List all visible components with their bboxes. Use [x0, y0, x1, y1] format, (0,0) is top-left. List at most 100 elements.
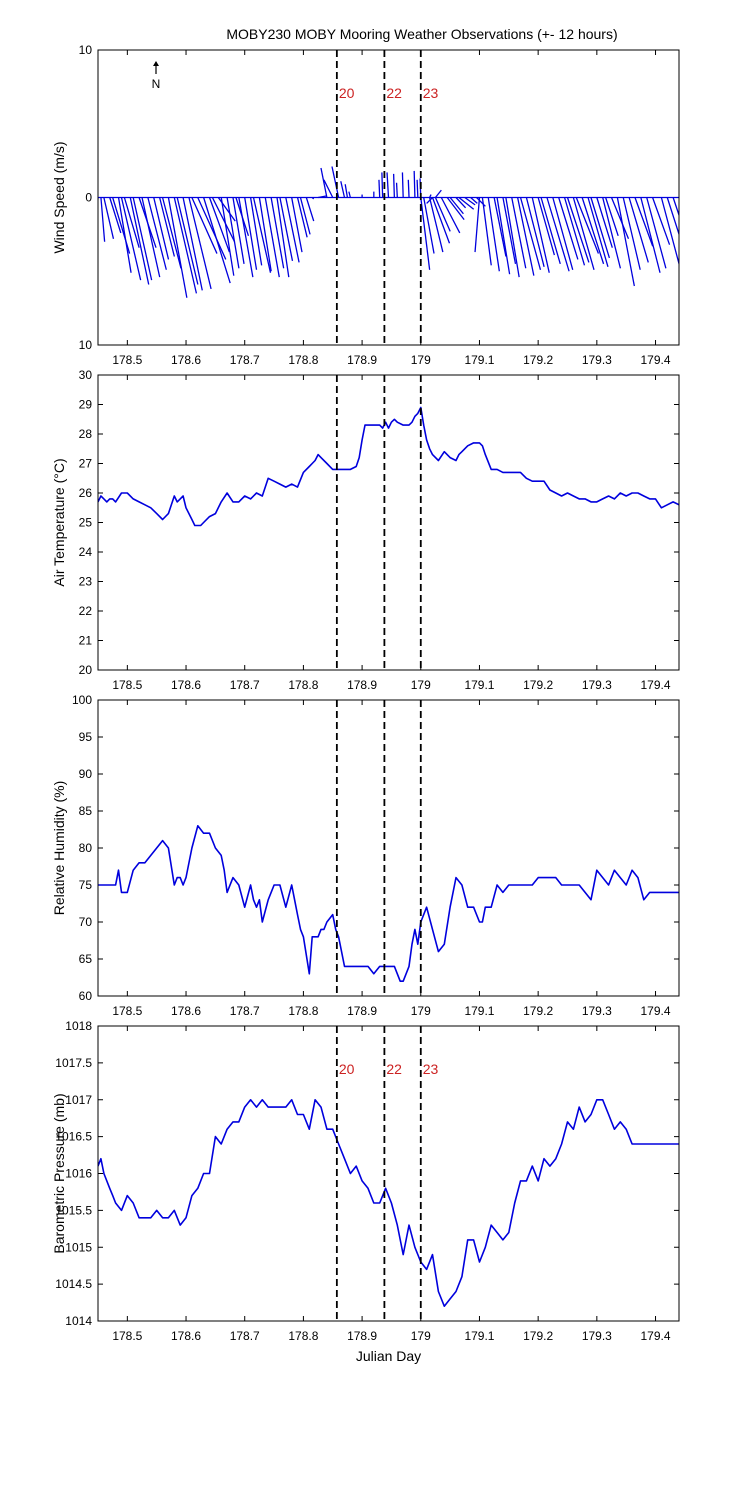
- wind-vector: [531, 197, 550, 273]
- y-tick-label: 10: [79, 338, 93, 352]
- wind-vector: [311, 197, 315, 200]
- wind-vector: [173, 197, 198, 294]
- wind-vector: [296, 197, 308, 238]
- wind-vector: [423, 197, 435, 254]
- event-label: 22: [386, 1061, 402, 1077]
- wind-vector: [428, 194, 432, 198]
- y-tick-label: 1017: [65, 1093, 92, 1107]
- y-tick-label: 95: [79, 730, 93, 744]
- wind-vector: [434, 189, 442, 198]
- wind-vector: [270, 197, 285, 269]
- wind-vector: [317, 195, 327, 199]
- wind-vector: [238, 197, 254, 278]
- wind-vector: [348, 191, 351, 198]
- series-line: [98, 406, 679, 527]
- x-tick-label: 179: [411, 678, 431, 692]
- wind-vector: [440, 197, 461, 234]
- wind-vector: [446, 197, 465, 221]
- y-tick-label: 24: [79, 545, 93, 559]
- x-tick-label: 179.4: [641, 1329, 671, 1343]
- y-tick-label: 21: [79, 634, 93, 648]
- wind-vector: [610, 197, 630, 240]
- x-tick-label: 179.3: [582, 1004, 612, 1018]
- wind-vector: [197, 197, 227, 260]
- wind-vector: [455, 197, 467, 209]
- wind-vector: [666, 197, 679, 237]
- wind-vector: [581, 197, 605, 265]
- x-tick-label: 178.9: [347, 1004, 377, 1018]
- wind-vector: [161, 197, 182, 269]
- wind-vector: [413, 170, 416, 198]
- wind-vector: [516, 197, 535, 276]
- y-tick-label: 1018: [65, 1019, 92, 1033]
- wind-vector: [502, 197, 517, 264]
- wind-vector: [109, 197, 122, 234]
- wind-vector: [191, 197, 218, 254]
- x-tick-label: 179.3: [582, 1329, 612, 1343]
- y-tick-label: 65: [79, 952, 93, 966]
- wind-vector: [605, 197, 619, 237]
- wind-vector: [672, 197, 679, 218]
- wind-vector: [434, 197, 451, 232]
- y-axis-title: Air Temperature (°C): [51, 458, 67, 586]
- x-tick-label: 178.6: [171, 1329, 201, 1343]
- wind-vector: [182, 197, 203, 291]
- x-tick-label: 179.2: [523, 678, 553, 692]
- event-label: 20: [339, 85, 355, 101]
- y-tick-label: 23: [79, 575, 93, 589]
- x-tick-label: 179.2: [523, 1004, 553, 1018]
- wind-vector: [340, 181, 346, 198]
- y-tick-label: 1014: [65, 1314, 92, 1328]
- wind-vector: [276, 197, 290, 278]
- x-tick-label: 178.8: [288, 1004, 318, 1018]
- wind-vector: [474, 197, 481, 253]
- wind-vector: [640, 197, 661, 273]
- x-tick-label: 179.1: [464, 1329, 494, 1343]
- wind-vector: [158, 197, 176, 257]
- wind-vector: [563, 197, 586, 266]
- x-tick-label: 179.2: [523, 353, 553, 367]
- y-tick-label: 1017.5: [55, 1056, 92, 1070]
- panels: 178.5 178.6 178.7 178.8 178.9 179 179.1 179.2 17…: [51, 43, 680, 1364]
- wind-vector: [244, 197, 258, 270]
- wind-vector: [449, 197, 464, 215]
- wind-vector: [279, 197, 294, 262]
- plot-area: [98, 824, 679, 983]
- y-tick-label: 1015.5: [55, 1203, 92, 1217]
- x-tick-label: 178.8: [288, 1329, 318, 1343]
- wind-vector: [378, 179, 381, 198]
- event-label: 23: [423, 1061, 439, 1077]
- wind-vector: [628, 197, 649, 263]
- wind-vector: [496, 197, 511, 275]
- wind-vector: [153, 197, 170, 260]
- wind-vector: [481, 197, 492, 266]
- wind-vector: [123, 197, 140, 248]
- wind-vector: [552, 197, 574, 270]
- wind-vector: [416, 179, 419, 198]
- x-tick-label: 178.5: [112, 1004, 142, 1018]
- x-tick-label: 179: [411, 353, 431, 367]
- x-tick-label: 178.9: [347, 678, 377, 692]
- wind-vector: [464, 196, 476, 206]
- x-tick-label: 179.1: [464, 1004, 494, 1018]
- wind-vector: [602, 197, 622, 269]
- wind-vector: [129, 197, 150, 285]
- wind-vector: [217, 197, 236, 222]
- x-tick-label: 178.7: [230, 678, 260, 692]
- y-tick-label: 90: [79, 767, 93, 781]
- wind-vector: [208, 197, 231, 253]
- y-tick-label: 75: [79, 878, 93, 892]
- y-axis-title: Wind Speed (m/s): [51, 141, 67, 253]
- wind-vector: [320, 167, 328, 198]
- wind-vector: [226, 197, 240, 269]
- wind-vector: [537, 197, 556, 256]
- x-tick-label: 178.7: [230, 1329, 260, 1343]
- x-tick-label: 178.9: [347, 353, 377, 367]
- y-tick-label: 26: [79, 486, 93, 500]
- north-label: N: [152, 77, 161, 91]
- x-tick-label: 178.5: [112, 678, 142, 692]
- wind-vector: [323, 179, 334, 198]
- x-tick-label: 179.4: [641, 1004, 671, 1018]
- y-tick-label: 10: [79, 43, 93, 57]
- panel-1: 178.5 178.6 178.7 178.8 178.9 179 179.1 179.2 17…: [51, 43, 680, 367]
